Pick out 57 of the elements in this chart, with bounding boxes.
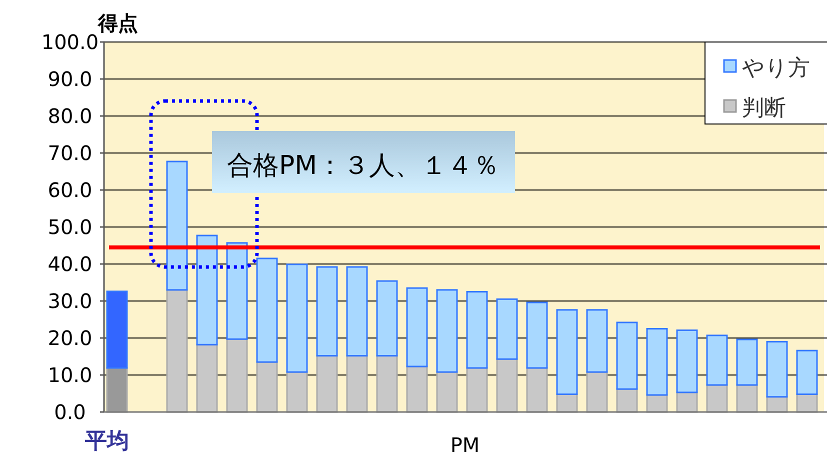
legend-label: やり方 xyxy=(742,56,810,81)
bar xyxy=(526,367,548,413)
y-tick-label: 20.0 xyxy=(48,326,92,350)
x-tick-label: 平均 xyxy=(84,429,129,454)
bar xyxy=(106,290,128,369)
bar xyxy=(346,355,368,413)
bar xyxy=(586,371,608,413)
bar xyxy=(346,266,368,357)
y-axis-title: 得点 xyxy=(97,11,138,35)
bar xyxy=(736,384,758,413)
annotation: 合格PM：３人、１４％ xyxy=(226,151,500,181)
y-tick-label: 60.0 xyxy=(48,178,92,202)
bar xyxy=(736,338,758,386)
bar xyxy=(226,338,248,413)
y-tick-label: 70.0 xyxy=(48,141,92,165)
bar xyxy=(436,289,458,373)
bar xyxy=(406,366,428,413)
bar xyxy=(496,358,518,413)
bar xyxy=(316,266,338,357)
bar xyxy=(106,367,128,413)
y-tick-label: 80.0 xyxy=(48,104,92,128)
x-axis-title: PM xyxy=(450,433,480,457)
bar xyxy=(286,264,308,373)
bar xyxy=(256,258,278,363)
y-tick-label: 90.0 xyxy=(48,67,92,91)
bar xyxy=(526,302,548,369)
bar xyxy=(166,289,188,413)
bar xyxy=(706,384,728,413)
bar xyxy=(586,309,608,373)
bar xyxy=(196,344,218,413)
bar xyxy=(646,328,668,396)
y-tick-label: 10.0 xyxy=(48,363,92,387)
bar xyxy=(166,160,188,291)
bar xyxy=(226,242,248,340)
bar xyxy=(376,355,398,413)
y-tick-label: 0.0 xyxy=(54,400,86,424)
bar xyxy=(406,287,428,368)
bar xyxy=(676,329,698,394)
bar xyxy=(466,367,488,413)
bar xyxy=(766,340,788,398)
y-tick-label: 100.0 xyxy=(41,30,99,54)
bar xyxy=(196,234,218,346)
y-tick-label: 50.0 xyxy=(48,215,92,239)
bar xyxy=(496,298,518,360)
bar xyxy=(316,355,338,413)
bar xyxy=(286,371,308,413)
bar xyxy=(466,291,488,369)
y-tick-label: 30.0 xyxy=(48,289,92,313)
bar xyxy=(556,309,578,395)
bar xyxy=(706,334,728,386)
bar xyxy=(436,371,458,413)
y-tick-label: 40.0 xyxy=(48,252,92,276)
legend-label: 判断 xyxy=(742,96,786,121)
bar xyxy=(376,280,398,357)
bar xyxy=(796,350,818,395)
bar xyxy=(256,361,278,413)
bar xyxy=(616,322,638,390)
